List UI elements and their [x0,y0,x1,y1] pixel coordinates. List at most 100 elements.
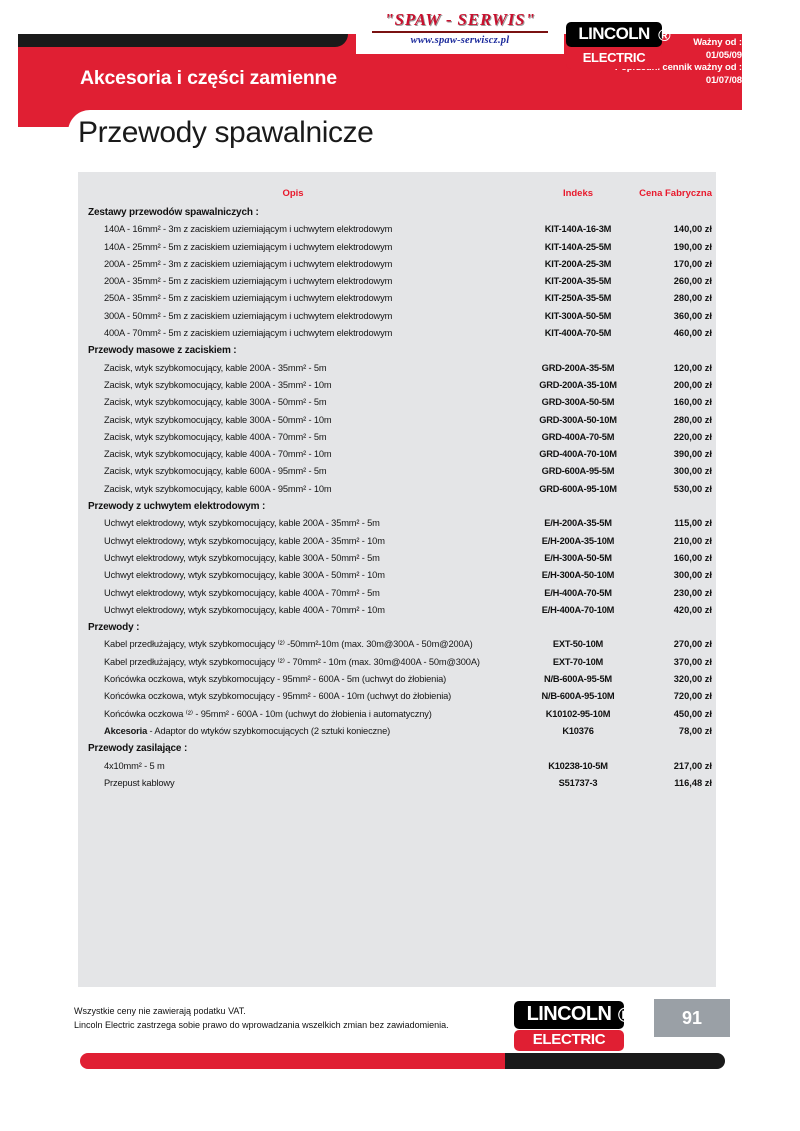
row-description: 400A - 70mm² - 5m z zaciskiem uziemiając… [104,328,393,339]
table-row: Zacisk, wtyk szybkomocujący, kable 200A … [78,380,716,397]
row-index-code: N/B-600A-95-10M [541,691,615,702]
row-description: Uchwyt elektrodowy, wtyk szybkomocujący,… [104,604,385,615]
row-index-code: KIT-200A-25-3M [544,258,612,269]
row-description: Zacisk, wtyk szybkomocujący, kable 200A … [104,379,332,390]
row-description: Przewody : [88,622,140,634]
valid-from-date: 01/05/09 [705,49,742,61]
row-price: 210,00 zł [673,535,712,546]
row-description: Końcówka oczkowa, wtyk szybkomocujący - … [104,674,447,685]
footer-bar-red [80,1053,505,1069]
table-row: Akcesoria - Adaptor do wtyków szybkomocu… [78,726,716,743]
spaw-serwis-logo: "SPAW - SERWIS" www.spaw-serwiscz.pl [356,6,564,54]
row-index-code: K10102-95-10M [545,708,611,719]
disclaimer-line-2: Lincoln Electric zastrzega sobie prawo d… [74,1020,449,1030]
spaw-serwis-url: www.spaw-serwiscz.pl [410,35,510,46]
table-row: Zacisk, wtyk szybkomocujący, kable 300A … [78,397,716,414]
row-index-code: K10238-10-5M [548,760,608,771]
row-price: 450,00 zł [673,708,712,719]
electric-wordmark: ELECTRIC [566,48,662,69]
row-index-code: GRD-300A-50-10M [539,414,617,425]
price-table-panel: Opis Indeks Cena Fabryczna Zestawy przew… [78,172,716,987]
table-row: Zacisk, wtyk szybkomocujący, kable 300A … [78,415,716,432]
row-price: 217,00 zł [673,760,712,771]
table-row: Zacisk, wtyk szybkomocujący, kable 600A … [78,466,716,483]
row-index-code: GRD-400A-70-10M [539,449,617,460]
row-price: 300,00 zł [673,466,712,477]
row-description: Uchwyt elektrodowy, wtyk szybkomocujący,… [104,552,380,563]
table-row: 300A - 50mm² - 5m z zaciskiem uziemiając… [78,311,716,328]
row-price: 390,00 zł [673,449,712,460]
disclaimer-text: Wszystkie ceny nie zawierają podatku VAT… [74,1004,449,1032]
table-row: Zacisk, wtyk szybkomocujący, kable 600A … [78,484,716,501]
row-price: 270,00 zł [673,639,712,650]
row-price: 300,00 zł [673,570,712,581]
row-index-code: KIT-200A-35-5M [544,276,612,287]
previous-price-list-date: 01/07/08 [705,74,742,86]
table-row: Uchwyt elektrodowy, wtyk szybkomocujący,… [78,518,716,535]
table-group-row: Przewody masowe z zaciskiem : [78,345,716,362]
page-footer: Wszystkie ceny nie zawierają podatku VAT… [0,995,800,1131]
table-row: Uchwyt elektrodowy, wtyk szybkomocujący,… [78,605,716,622]
row-price: 460,00 zł [673,328,712,339]
table-row: Uchwyt elektrodowy, wtyk szybkomocujący,… [78,570,716,587]
row-description: 4x10mm² - 5 m [104,760,165,771]
row-price: 78,00 zł [678,725,712,736]
row-description: Uchwyt elektrodowy, wtyk szybkomocujący,… [104,570,385,581]
row-index-code: GRD-600A-95-5M [541,466,615,477]
table-group-row: Przewody zasilające : [78,743,716,760]
row-description: 250A - 35mm² - 5m z zaciskiem uziemiając… [104,293,393,304]
registered-mark-icon-footer: ® [617,1005,633,1027]
row-description: 200A - 25mm² - 3m z zaciskiem uziemiając… [104,258,393,269]
row-index-code: E/H-300A-50-10M [541,570,615,581]
lincoln-text: LINCOLN [578,24,650,43]
row-index-code: EXT-50-10M [552,639,604,650]
table-group-row: Przewody z uchwytem elektrodowym : [78,501,716,518]
spaw-serwis-name: "SPAW - SERWIS" [384,10,536,29]
table-group-row: Przewody : [78,622,716,639]
disclaimer-line-1: Wszystkie ceny nie zawierają podatku VAT… [74,1006,246,1016]
row-description: Kabel przedłużający, wtyk szybkomocujący… [104,639,473,650]
row-index-code: EXT-70-10M [552,656,604,667]
row-price: 170,00 zł [673,258,712,269]
row-description: 200A - 35mm² - 5m z zaciskiem uziemiając… [104,276,393,287]
electric-wordmark-footer: ELECTRIC [514,1030,624,1051]
table-row: Uchwyt elektrodowy, wtyk szybkomocujący,… [78,588,716,605]
page-title: Przewody spawalnicze [78,116,374,149]
lincoln-wordmark: LINCOLN ® [566,22,671,47]
row-index-code: K10376 [562,725,594,736]
row-price: 120,00 zł [673,362,712,373]
row-index-code: KIT-250A-35-5M [544,293,612,304]
row-index-code: N/B-600A-95-5M [544,674,612,685]
table-row: Końcówka oczkowa, wtyk szybkomocujący - … [78,691,716,708]
table-row: Kabel przedłużający, wtyk szybkomocujący… [78,657,716,674]
row-price: 280,00 zł [673,414,712,425]
row-index-code: GRD-600A-95-10M [539,483,617,494]
table-row: Końcówka oczkowa, wtyk szybkomocujący - … [78,674,716,691]
row-description: Końcówka oczkowa, wtyk szybkomocujący - … [104,691,452,702]
table-row: 200A - 35mm² - 5m z zaciskiem uziemiając… [78,276,716,293]
table-row: 250A - 35mm² - 5m z zaciskiem uziemiając… [78,293,716,310]
row-price: 420,00 zł [673,604,712,615]
row-price: 160,00 zł [673,552,712,563]
table-row: Końcówka oczkowa ⁽²⁾ - 95mm² - 600A - 10… [78,709,716,726]
table-row: 400A - 70mm² - 5m z zaciskiem uziemiając… [78,328,716,345]
row-description: Zacisk, wtyk szybkomocujący, kable 400A … [104,449,332,460]
row-price: 230,00 zł [673,587,712,598]
row-description: Kabel przedłużający, wtyk szybkomocujący… [104,656,480,667]
row-description: Uchwyt elektrodowy, wtyk szybkomocujący,… [104,535,385,546]
spaw-serwis-rule [372,31,548,33]
table-row: Przepust kablowy S51737-3 116,48 zł [78,778,716,795]
footer-decorative-bar [80,1053,725,1069]
lincoln-electric-logo-header: LINCOLN ® ELECTRIC [566,22,671,69]
column-header-index: Indeks [562,188,594,199]
row-description: Przewody masowe z zaciskiem : [88,345,237,357]
row-description: Końcówka oczkowa ⁽²⁾ - 95mm² - 600A - 10… [104,708,432,719]
page-number: 91 [681,1008,703,1028]
table-row: Zacisk, wtyk szybkomocujący, kable 400A … [78,449,716,466]
row-description: Zacisk, wtyk szybkomocujący, kable 200A … [104,362,327,373]
row-price: 370,00 zł [673,656,712,667]
table-row: 140A - 16mm² - 3m z zaciskiem uziemiając… [78,224,716,241]
lincoln-text-footer: LINCOLN [526,1003,612,1025]
row-price: 260,00 zł [673,276,712,287]
row-description: Zestawy przewodów spawalniczych : [88,207,259,218]
